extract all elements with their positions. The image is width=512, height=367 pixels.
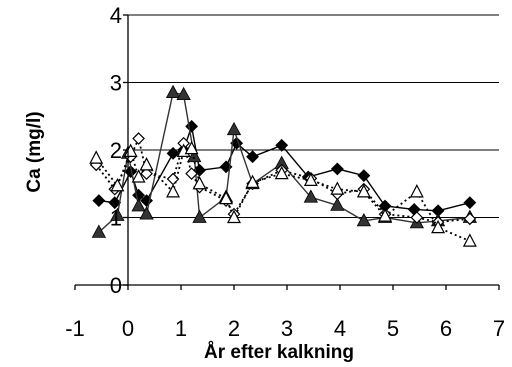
data-point xyxy=(110,207,125,221)
x-tick-label: 1 xyxy=(175,316,187,341)
series-line-2 xyxy=(95,135,470,224)
data-point xyxy=(185,119,199,133)
data-point xyxy=(139,206,154,220)
data-point xyxy=(356,213,372,227)
data-point xyxy=(330,181,345,195)
data-point xyxy=(166,172,180,186)
data-point xyxy=(226,121,242,136)
series-layer xyxy=(89,84,478,247)
data-point xyxy=(410,211,424,224)
data-point xyxy=(108,196,122,210)
data-point xyxy=(330,162,344,176)
data-point xyxy=(357,169,371,183)
data-point xyxy=(463,212,477,226)
gridlines xyxy=(128,14,499,218)
data-point xyxy=(356,184,371,198)
data-point xyxy=(131,198,146,212)
x-tick-label: 5 xyxy=(387,316,399,341)
data-point xyxy=(219,190,234,205)
x-tick-label: 6 xyxy=(440,316,452,341)
data-point xyxy=(303,189,319,203)
x-tick-label: 3 xyxy=(281,316,293,341)
axes xyxy=(74,14,500,290)
data-point xyxy=(92,194,106,208)
y-tick-label: 3 xyxy=(110,71,122,96)
x-tick-label: 4 xyxy=(334,316,346,341)
data-point xyxy=(132,132,145,145)
tick-labels: 0 1 2 3 4 -1 0 1 2 3 4 5 6 7 xyxy=(65,3,505,341)
data-point xyxy=(185,167,198,180)
data-point xyxy=(166,184,181,198)
data-point xyxy=(165,84,181,99)
data-point xyxy=(166,146,180,160)
data-point xyxy=(275,138,289,152)
data-point xyxy=(378,208,393,222)
x-tick-label: 7 xyxy=(493,316,505,341)
data-point xyxy=(246,150,259,164)
data-point xyxy=(176,86,191,101)
data-point xyxy=(330,197,345,211)
data-point xyxy=(431,219,446,234)
data-point xyxy=(462,233,477,247)
data-point xyxy=(303,172,318,186)
data-point xyxy=(91,224,107,238)
y-tick-label: 2 xyxy=(110,138,122,163)
y-axis-title: Ca (mg/l) xyxy=(24,111,45,192)
series-3 xyxy=(89,140,477,247)
x-axis-title: År efter kalkning xyxy=(204,342,354,363)
y-tick-label: 1 xyxy=(110,206,122,231)
data-point xyxy=(192,209,207,223)
data-point xyxy=(131,169,146,183)
data-point xyxy=(227,209,241,224)
data-point xyxy=(110,177,125,192)
data-point xyxy=(463,196,477,210)
data-point xyxy=(184,140,199,155)
x-tick-label: 0 xyxy=(122,316,134,341)
data-point xyxy=(245,174,260,188)
x-tick-label: 2 xyxy=(228,316,240,341)
data-point xyxy=(192,175,207,190)
data-point xyxy=(187,148,202,163)
data-point xyxy=(89,150,104,164)
x-tick-label: -1 xyxy=(65,316,85,341)
y-tick-label: 4 xyxy=(110,3,122,28)
y-tick-label: 0 xyxy=(110,273,122,298)
data-point xyxy=(274,165,289,180)
data-point xyxy=(409,184,424,198)
data-point xyxy=(139,157,154,171)
